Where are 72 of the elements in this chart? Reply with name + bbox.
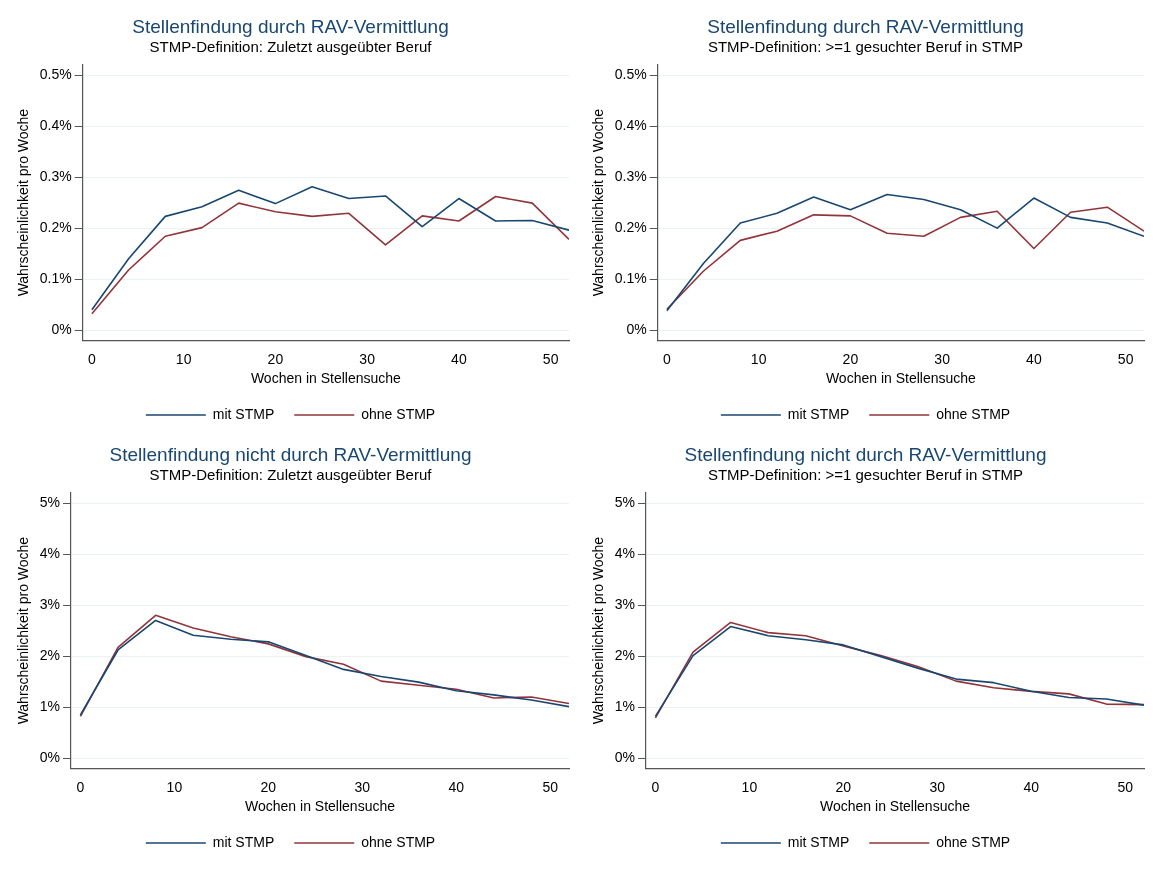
x-tick-label: 50 bbox=[1117, 350, 1134, 367]
x-axis-title: Wochen in Stellensuche bbox=[820, 798, 971, 815]
chart-subtitle: STMP-Definition: >=1 gesuchter Beruf in STMP bbox=[707, 465, 1024, 483]
y-tick-label: 0% bbox=[614, 749, 636, 766]
y-tick-label: 0.4% bbox=[614, 116, 647, 133]
x-tick-label: 20 bbox=[842, 350, 859, 367]
x-axis-title: Wochen in Stellensuche bbox=[245, 798, 396, 815]
legend-label: ohne STMP bbox=[936, 833, 1011, 850]
y-tick-label: 0.3% bbox=[39, 167, 72, 184]
y-tick-label: 0.5% bbox=[614, 65, 647, 82]
x-tick-label: 20 bbox=[267, 350, 284, 367]
x-tick-label: 0 bbox=[87, 350, 96, 367]
x-axis-title: Wochen in Stellensuche bbox=[825, 370, 977, 387]
y-tick-label: 0.2% bbox=[614, 218, 647, 235]
x-tick-label: 40 bbox=[1023, 778, 1040, 795]
x-tick-label: 10 bbox=[166, 778, 183, 795]
y-tick-label: 2% bbox=[614, 646, 636, 663]
y-tick-label: 1% bbox=[614, 698, 636, 715]
y-axis-title: Wahrscheinlichkeit pro Woche bbox=[590, 536, 607, 725]
legend-label: mit STMP bbox=[787, 405, 850, 422]
y-tick-label: 0.5% bbox=[39, 65, 72, 82]
x-tick-label: 50 bbox=[542, 778, 559, 795]
x-tick-label: 20 bbox=[835, 778, 852, 795]
y-tick-label: 2% bbox=[39, 646, 61, 663]
x-axis-title: Wochen in Stellensuche bbox=[250, 370, 402, 387]
y-axis-title: Wahrscheinlichkeit pro Woche bbox=[15, 536, 32, 725]
chart-subtitle: STMP-Definition: >=1 gesuchter Beruf in STMP bbox=[707, 37, 1024, 55]
x-tick-label: 40 bbox=[451, 350, 467, 367]
x-tick-label: 30 bbox=[929, 778, 946, 795]
legend-label: ohne STMP bbox=[361, 833, 436, 850]
y-tick-label: 0.4% bbox=[39, 116, 72, 133]
y-tick-label: 0.1% bbox=[614, 270, 647, 287]
x-tick-label: 50 bbox=[1117, 778, 1134, 795]
y-tick-label: 0.3% bbox=[614, 167, 647, 184]
y-tick-label: 3% bbox=[614, 595, 636, 612]
y-tick-label: 0% bbox=[51, 321, 72, 338]
x-tick-label: 40 bbox=[448, 778, 465, 795]
x-tick-label: 40 bbox=[1026, 350, 1042, 367]
y-tick-label: 4% bbox=[39, 544, 61, 561]
chart-title: Stellenfindung durch RAV-Vermittlung bbox=[132, 15, 449, 37]
legend-label: mit STMP bbox=[212, 405, 275, 422]
legend-label: ohne STMP bbox=[361, 405, 436, 422]
legend-label: mit STMP bbox=[212, 833, 275, 850]
chart-title: Stellenfindung nicht durch RAV-Vermittlung bbox=[684, 443, 1047, 465]
legend-label: ohne STMP bbox=[936, 405, 1011, 422]
y-tick-label: 0.1% bbox=[39, 270, 72, 287]
y-tick-label: 5% bbox=[614, 493, 636, 510]
x-tick-label: 30 bbox=[359, 350, 376, 367]
y-tick-label: 3% bbox=[39, 595, 61, 612]
x-tick-label: 0 bbox=[76, 778, 85, 795]
x-tick-label: 10 bbox=[750, 350, 767, 367]
y-tick-label: 5% bbox=[39, 493, 61, 510]
y-tick-label: 0% bbox=[39, 749, 61, 766]
chart-title: Stellenfindung nicht durch RAV-Vermittlung bbox=[109, 443, 472, 465]
chart-title: Stellenfindung durch RAV-Vermittlung bbox=[707, 15, 1024, 37]
y-tick-label: 0.2% bbox=[39, 218, 72, 235]
chart-subtitle: STMP-Definition: Zuletzt ausgeübter Beruf bbox=[149, 465, 433, 483]
legend-label: mit STMP bbox=[787, 833, 850, 850]
x-tick-label: 30 bbox=[934, 350, 951, 367]
x-tick-label: 10 bbox=[175, 350, 192, 367]
y-tick-label: 4% bbox=[614, 544, 636, 561]
y-axis-title: Wahrscheinlichkeit pro Woche bbox=[590, 108, 607, 297]
chart-subtitle: STMP-Definition: Zuletzt ausgeübter Beruf bbox=[149, 37, 433, 55]
x-tick-label: 20 bbox=[260, 778, 277, 795]
x-tick-label: 0 bbox=[651, 778, 660, 795]
y-axis-title: Wahrscheinlichkeit pro Woche bbox=[15, 108, 32, 297]
x-tick-label: 0 bbox=[662, 350, 671, 367]
x-tick-label: 30 bbox=[354, 778, 371, 795]
y-tick-label: 0% bbox=[626, 321, 647, 338]
x-tick-label: 50 bbox=[542, 350, 559, 367]
x-tick-label: 10 bbox=[741, 778, 758, 795]
y-tick-label: 1% bbox=[39, 698, 61, 715]
